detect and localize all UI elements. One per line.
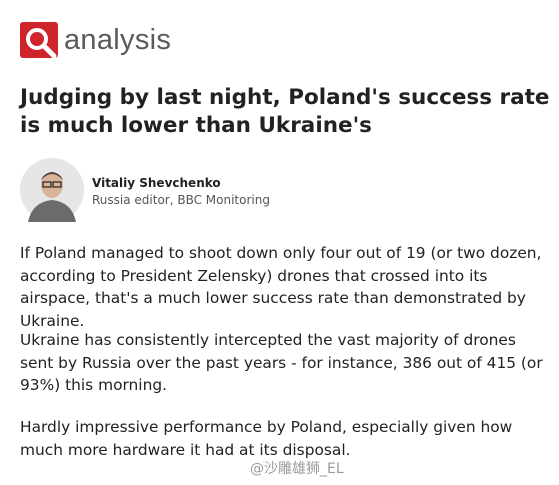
author-photo <box>20 158 84 222</box>
paragraph: If Poland managed to shoot down only fou… <box>20 244 542 330</box>
paragraph: Ukraine has consistently intercepted the… <box>20 331 543 394</box>
author-role: Russia editor, BBC Monitoring <box>92 193 270 207</box>
watermark: @沙雕雄狮_EL <box>250 461 344 477</box>
paragraph: Hardly impressive performance by Poland,… <box>20 418 513 459</box>
section-label: analysis <box>64 24 172 56</box>
headline: Judging by last night, Poland's success … <box>20 85 550 138</box>
analysis-icon <box>20 22 58 58</box>
author-name: Vitaliy Shevchenko <box>92 176 221 190</box>
